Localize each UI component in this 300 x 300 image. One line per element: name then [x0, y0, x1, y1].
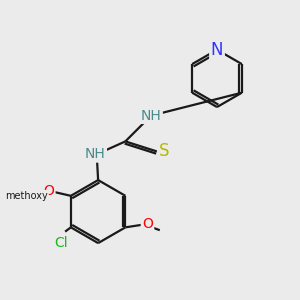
Text: O: O: [142, 217, 153, 231]
Text: O: O: [43, 184, 54, 198]
Text: NH: NH: [141, 109, 161, 123]
Text: methoxy: methoxy: [32, 191, 38, 192]
Text: Cl: Cl: [54, 236, 68, 250]
Text: methoxy: methoxy: [5, 191, 48, 201]
Text: NH: NH: [85, 147, 106, 161]
Text: S: S: [159, 142, 169, 160]
Text: N: N: [211, 41, 223, 59]
